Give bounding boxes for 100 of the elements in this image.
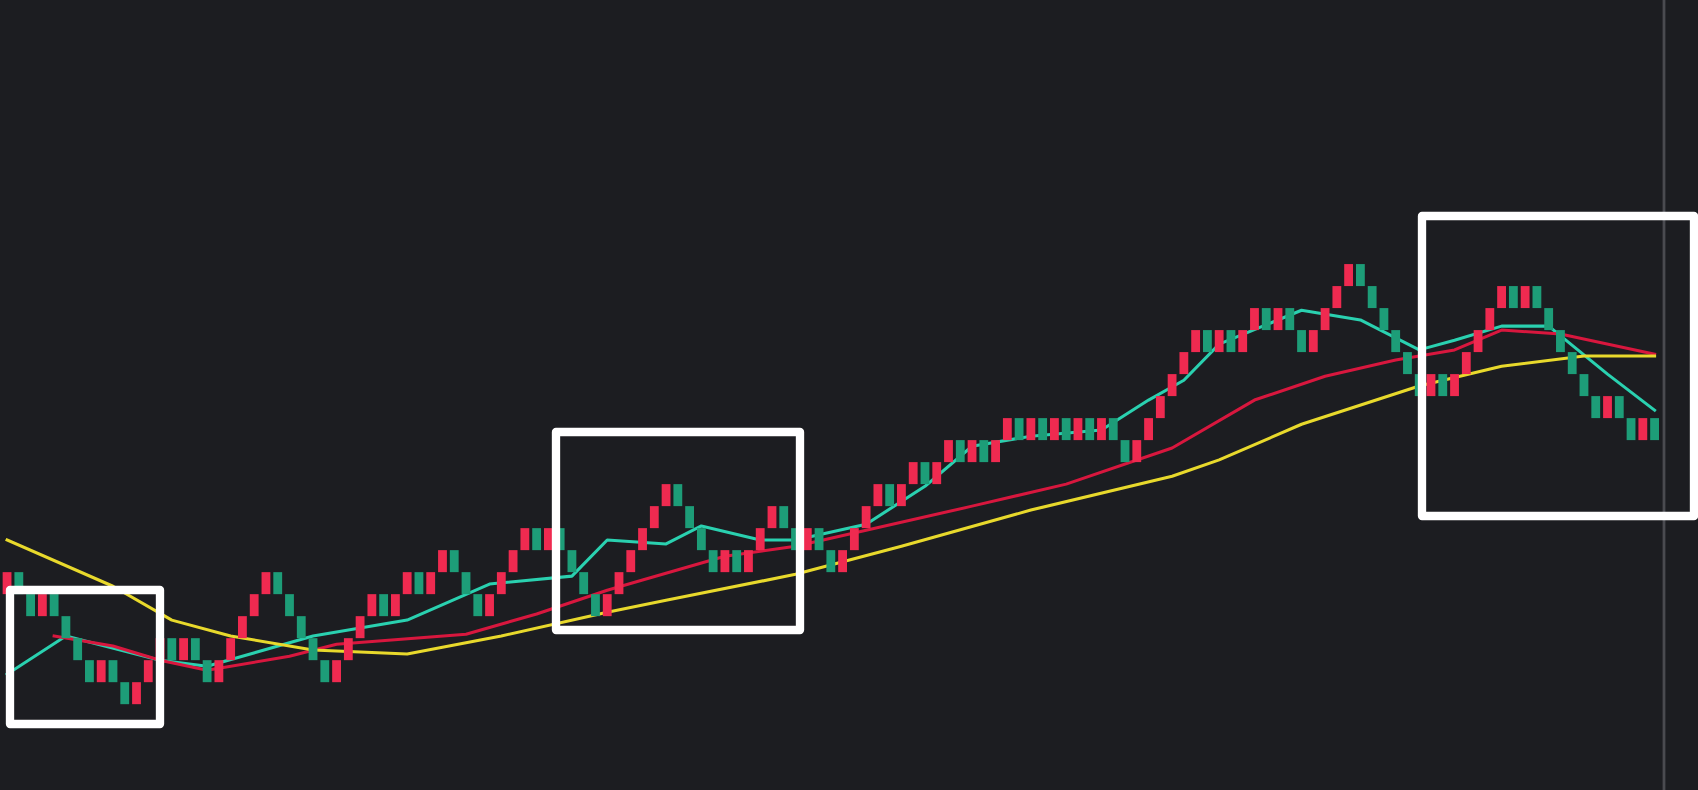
candlestick [1567, 352, 1577, 375]
candlestick [214, 660, 224, 683]
candlestick [120, 682, 130, 705]
candlestick [1520, 286, 1530, 309]
candlestick [814, 528, 824, 551]
candlestick [649, 506, 659, 529]
candlestick [1285, 308, 1295, 331]
candlestick [908, 462, 918, 485]
candlestick [1144, 418, 1153, 441]
candlestick [967, 440, 977, 463]
candlestick [1273, 308, 1283, 331]
candlestick [567, 550, 577, 573]
candlestick [414, 572, 424, 595]
candlestick [1344, 264, 1354, 287]
candlestick [720, 550, 730, 573]
candlestick [1179, 352, 1189, 375]
candlestick [296, 616, 306, 639]
candlestick [1261, 308, 1271, 331]
candlestick [143, 660, 153, 683]
candlestick [1438, 374, 1448, 397]
candlestick [1603, 396, 1612, 419]
candlestick [920, 462, 930, 485]
candlestick [1155, 396, 1165, 419]
candlestick [1038, 418, 1048, 441]
candlestick [638, 528, 647, 551]
candlestick [1556, 330, 1565, 353]
candlestick [1308, 330, 1318, 353]
candlestick [473, 594, 483, 617]
candlestick [979, 440, 989, 463]
candlestick [1626, 418, 1636, 441]
candlestick [1650, 418, 1659, 441]
candlestick [932, 462, 942, 485]
candlestick [167, 638, 177, 661]
candlestick [732, 550, 742, 573]
candlestick [1403, 352, 1412, 375]
candlestick [1532, 286, 1542, 309]
candlestick [520, 528, 530, 551]
candlestick [885, 484, 895, 507]
candlestick [1355, 264, 1365, 287]
candlestick [1202, 330, 1212, 353]
candlestick [461, 572, 471, 595]
candlestick [390, 594, 400, 617]
candlestick [1544, 308, 1554, 331]
candlestick [49, 594, 59, 617]
candlestick [96, 660, 106, 683]
candlestick [426, 572, 436, 595]
candlestick [1497, 286, 1507, 309]
candlestick [261, 572, 271, 595]
candlestick [37, 594, 47, 617]
candlestick [1250, 308, 1259, 331]
candlestick [1461, 352, 1471, 375]
candlestick [355, 616, 365, 639]
candlestick [1614, 396, 1624, 419]
candlestick [249, 594, 259, 617]
candlestick [1097, 418, 1106, 441]
candlestick [1579, 374, 1589, 397]
candlestick [61, 616, 71, 639]
candlestick [661, 484, 671, 507]
candlestick [849, 528, 859, 551]
candlestick [1108, 418, 1118, 441]
candlestick [308, 638, 318, 661]
candlestick [1120, 440, 1130, 463]
candlestick [991, 440, 1000, 463]
candlestick [1485, 308, 1495, 331]
candlestick [861, 506, 871, 529]
candlestick [591, 594, 600, 617]
candlestick [944, 440, 953, 463]
candlestick [367, 594, 377, 617]
candlestick [767, 506, 777, 529]
candlestick [1167, 374, 1177, 397]
candlestick [320, 660, 330, 683]
candlestick [1320, 308, 1330, 331]
candlestick [343, 638, 353, 661]
candlestick [108, 660, 118, 683]
candlestick [673, 484, 683, 507]
candlestick [602, 594, 612, 617]
candlestick [873, 484, 883, 507]
candlestick [1050, 418, 1059, 441]
candlestick [179, 638, 188, 661]
candlestick [1191, 330, 1201, 353]
candlestick [1238, 330, 1248, 353]
candlestick [1214, 330, 1224, 353]
candlestick [1332, 286, 1342, 309]
candlestick [1085, 418, 1095, 441]
candlestick [73, 638, 83, 661]
candlestick [1638, 418, 1648, 441]
candlestick [226, 638, 236, 661]
candlestick [449, 550, 459, 573]
candlestick [1426, 374, 1436, 397]
candlestick [379, 594, 389, 617]
candlestick [496, 572, 506, 595]
candlestick [438, 550, 447, 573]
candlestick [1508, 286, 1518, 309]
candlestick [685, 506, 695, 529]
candlestick [1014, 418, 1024, 441]
candlestick [614, 572, 624, 595]
candlestick [779, 506, 789, 529]
candlestick [1367, 286, 1377, 309]
candlestick [1026, 418, 1036, 441]
candlestick [332, 660, 341, 683]
